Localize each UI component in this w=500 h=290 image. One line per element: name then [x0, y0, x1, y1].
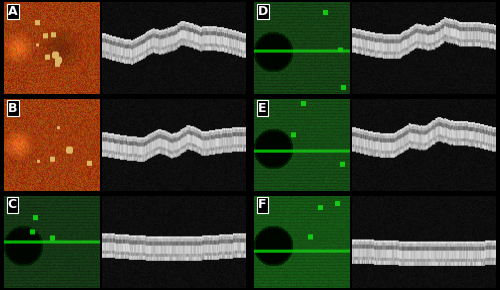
Text: C: C [8, 198, 17, 211]
Text: F: F [258, 198, 266, 211]
Text: B: B [8, 102, 18, 115]
Text: E: E [258, 102, 266, 115]
Text: A: A [8, 5, 18, 18]
Text: D: D [258, 5, 268, 18]
